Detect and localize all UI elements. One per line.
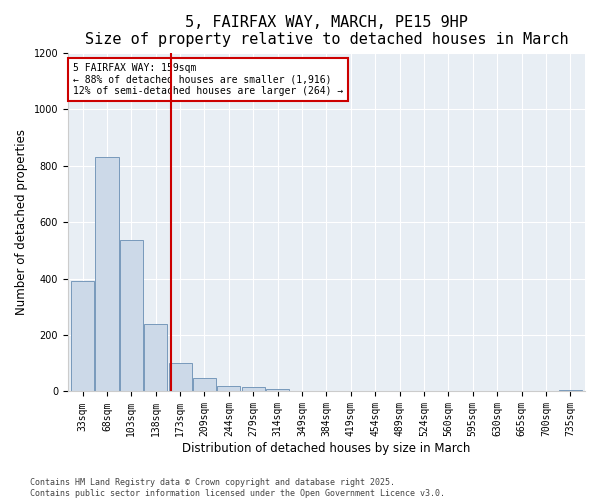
Bar bbox=[169, 363, 191, 392]
Bar bbox=[193, 378, 216, 392]
Bar bbox=[242, 387, 265, 392]
Bar bbox=[71, 282, 94, 392]
Text: Contains HM Land Registry data © Crown copyright and database right 2025.
Contai: Contains HM Land Registry data © Crown c… bbox=[30, 478, 445, 498]
Bar bbox=[266, 389, 289, 392]
Bar bbox=[120, 240, 143, 392]
Bar bbox=[95, 157, 119, 392]
Y-axis label: Number of detached properties: Number of detached properties bbox=[15, 129, 28, 315]
Text: 5 FAIRFAX WAY: 159sqm
← 88% of detached houses are smaller (1,916)
12% of semi-d: 5 FAIRFAX WAY: 159sqm ← 88% of detached … bbox=[73, 63, 343, 96]
X-axis label: Distribution of detached houses by size in March: Distribution of detached houses by size … bbox=[182, 442, 470, 455]
Bar bbox=[559, 390, 582, 392]
Bar bbox=[144, 324, 167, 392]
Bar bbox=[217, 386, 241, 392]
Title: 5, FAIRFAX WAY, MARCH, PE15 9HP
Size of property relative to detached houses in : 5, FAIRFAX WAY, MARCH, PE15 9HP Size of … bbox=[85, 15, 568, 48]
